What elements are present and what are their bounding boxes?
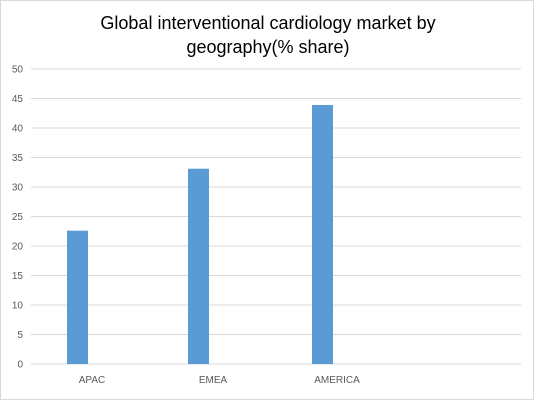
x-tick-label-apac: APAC <box>79 375 106 386</box>
chart-title-line-1: Global interventional cardiology market … <box>100 13 436 33</box>
chart-title: Global interventional cardiology market … <box>1 11 534 59</box>
y-tick-label-40: 40 <box>12 124 24 135</box>
bar-america <box>312 104 333 365</box>
x-tick-label-america: AMERICA <box>314 375 360 386</box>
y-tick-label-30: 30 <box>12 183 24 194</box>
y-tick-label-35: 35 <box>12 153 24 164</box>
bar-apac <box>67 230 88 364</box>
y-tick-label-10: 10 <box>12 301 24 312</box>
y-tick-label-5: 5 <box>17 330 23 341</box>
y-tick-label-20: 20 <box>12 242 24 253</box>
y-tick-label-0: 0 <box>17 360 23 371</box>
bar-emea <box>188 168 209 364</box>
chart-title-line-2: geography(% share) <box>186 37 350 57</box>
y-tick-label-50: 50 <box>12 65 24 76</box>
y-tick-label-45: 45 <box>12 94 24 105</box>
y-tick-label-15: 15 <box>12 271 24 282</box>
x-tick-label-emea: EMEA <box>199 375 228 386</box>
y-tick-label-25: 25 <box>12 212 24 223</box>
